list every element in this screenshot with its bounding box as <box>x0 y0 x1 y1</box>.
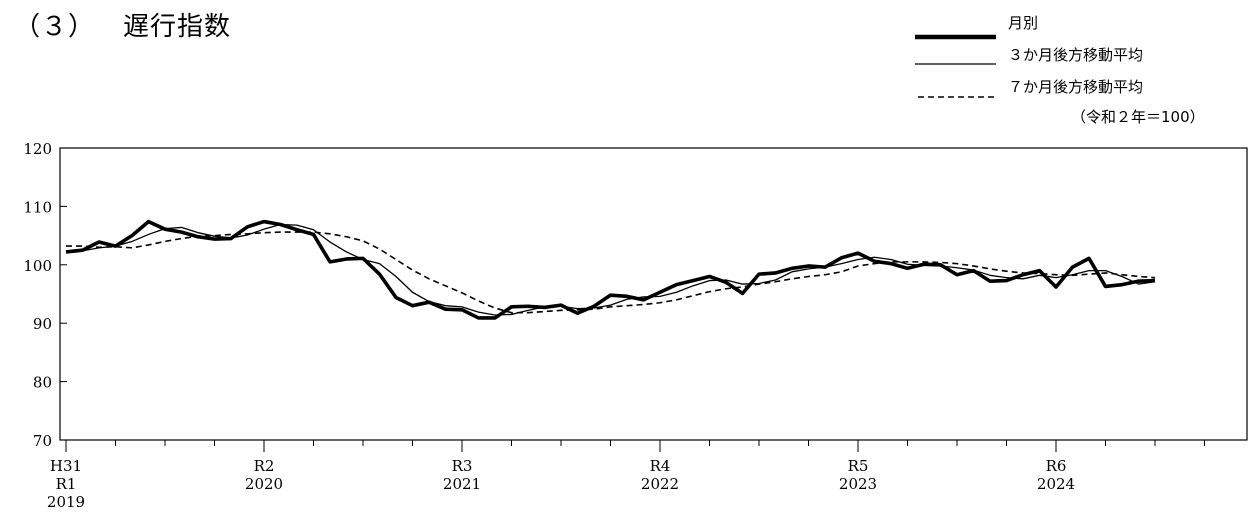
x-tick-label: R3 <box>452 457 473 475</box>
y-tick-label: 110 <box>23 198 52 216</box>
x-tick-label: R1 <box>56 475 77 493</box>
heading-title: 遅行指数 <box>123 12 232 42</box>
y-tick-label: 120 <box>23 140 52 158</box>
plot-frame <box>59 147 1248 441</box>
legend-label-monthly: 月別 <box>1008 14 1038 32</box>
legend: 月別 ３か月後方移動平均 ７か月後方移動平均 （令和２年＝100） <box>915 14 1205 126</box>
x-tick-label: R2 <box>254 457 275 475</box>
chart-heading: （３） 遅行指数 <box>14 6 231 43</box>
series-line-thick <box>65 219 1156 320</box>
y-axis: 70 80 90 100 110 120 <box>23 140 67 450</box>
x-tick-label: 2019 <box>47 493 85 511</box>
x-tick-label: 2022 <box>641 475 679 493</box>
x-tick-label: 2020 <box>245 475 283 493</box>
x-tick-label: R4 <box>650 457 671 475</box>
y-tick-label: 100 <box>23 257 52 275</box>
heading-number: （３） <box>14 12 96 42</box>
y-tick-label: 90 <box>33 315 52 333</box>
series-lines <box>65 219 1156 320</box>
legend-label-7month: ７か月後方移動平均 <box>1008 78 1143 96</box>
series-line-dashed <box>66 231 1156 314</box>
y-tick-label: 70 <box>33 432 52 450</box>
x-tick-label: R6 <box>1046 457 1067 475</box>
unit-note: （令和２年＝100） <box>1071 108 1205 126</box>
x-tick-label: 2021 <box>443 475 481 493</box>
legend-label-3month: ３か月後方移動平均 <box>1008 46 1143 64</box>
x-tick-label: H31 <box>50 457 82 475</box>
y-tick-label: 80 <box>33 374 52 392</box>
x-tick-label: R5 <box>848 457 869 475</box>
x-tick-label: 2023 <box>839 475 877 493</box>
x-tick-label: 2024 <box>1037 475 1075 493</box>
